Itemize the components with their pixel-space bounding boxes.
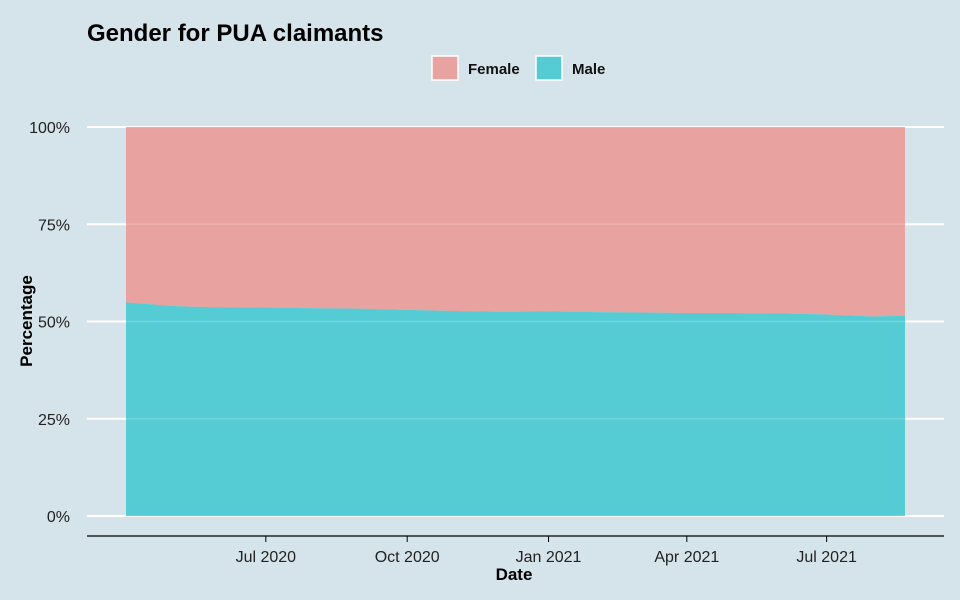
area-female [126,127,905,317]
x-tick-label: Oct 2020 [375,549,440,566]
y-tick-label: 75% [38,217,70,234]
area-male [126,302,905,516]
y-tick-label: 0% [47,509,70,526]
legend-label-male: Male [572,61,605,78]
legend-swatch-male [535,55,563,81]
x-axis-title: Date [496,565,533,584]
gridlines-overlay [87,126,944,517]
y-axis: 0% 25% 50% 75% 100% [29,120,70,526]
y-tick-label: 100% [29,120,70,137]
legend-swatch-female [431,55,459,81]
x-tick-label: Apr 2021 [654,549,719,566]
x-tick-label: Jul 2021 [796,549,857,566]
y-tick-label: 25% [38,412,70,429]
x-tick-label: Jan 2021 [516,549,582,566]
x-axis: Jul 2020 Oct 2020 Jan 2021 Apr 2021 Jul 2021 [236,536,857,566]
plot-areas [126,127,905,516]
legend-label-female: Female [468,61,520,78]
chart-title: Gender for PUA claimants [87,20,384,47]
y-axis-title: Percentage [17,275,36,367]
legend: Female Male [431,55,605,81]
x-tick-label: Jul 2020 [236,549,297,566]
y-tick-label: 50% [38,315,70,332]
